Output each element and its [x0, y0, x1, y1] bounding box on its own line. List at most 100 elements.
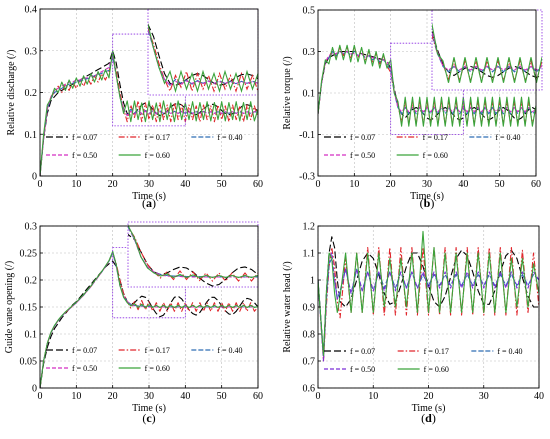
x-tick-label: 60	[531, 179, 541, 190]
inset-series-group	[148, 23, 258, 94]
legend-label: f = 0.07	[72, 133, 97, 142]
y-tick-label: 0.5	[303, 6, 316, 17]
inset-series-line	[148, 26, 258, 86]
y-tick-label: 0	[32, 384, 37, 395]
y-tick-label: 1.2	[303, 222, 316, 233]
panel-label-letter: d	[425, 411, 432, 425]
x-tick-label: 50	[495, 179, 505, 190]
panel-a: 0 10 20 30 40 50 60 0 0.1 0.2 0.3 0.4 Time (s) Relati…	[6, 5, 263, 211]
panel-label-letter: b	[424, 196, 431, 210]
x-tick-label: 60	[253, 391, 263, 402]
panel-label-open: (	[420, 196, 424, 210]
x-axis-label: Time (s)	[132, 191, 166, 202]
y-tick-label: 0.3	[303, 47, 316, 58]
panel-label: (a)	[142, 196, 156, 210]
panel-d: 0 10 20 30 40 0.6 0.7 0.8 0.9 1 1.1 1.2 Time (s) Rela…	[282, 222, 544, 426]
inset-series-line	[148, 24, 258, 94]
y-tick-label: 0.2	[25, 276, 38, 287]
legend-label: f = 0.17	[145, 346, 170, 355]
y-tick-label: 0.8	[303, 330, 316, 341]
y-tick-label: -0.1	[299, 130, 315, 141]
x-tick-label: 10	[349, 179, 359, 190]
x-tick-label: 20	[108, 179, 118, 190]
legend-label: f = 0.07	[350, 133, 375, 142]
legend-label: f = 0.17	[423, 133, 448, 142]
inset-series-line	[128, 224, 258, 279]
x-tick-label: 10	[71, 179, 81, 190]
y-tick-label: 0.05	[20, 357, 38, 368]
x-axis-label: Time (s)	[410, 191, 444, 202]
x-tick-label: 30	[144, 391, 154, 402]
x-tick-label: 50	[217, 391, 227, 402]
x-axis-label: Time (s)	[412, 403, 446, 414]
x-tick-label: 0	[316, 179, 321, 190]
legend-label: f = 0.17	[424, 347, 449, 356]
legend-label: f = 0.40	[495, 133, 520, 142]
panel-label-close: )	[430, 196, 434, 210]
panel-label-open: (	[421, 411, 425, 425]
legend-label: f = 0.40	[497, 347, 522, 356]
legend: f = 0.07 f = 0.17 f = 0.40 f = 0.50 f = 0.60	[46, 133, 243, 160]
series-group	[318, 44, 536, 127]
series-group	[40, 50, 258, 176]
panel-label-letter: a	[146, 196, 152, 210]
y-tick-label: -0.3	[299, 172, 315, 183]
x-axis-label: Time (s)	[132, 403, 166, 414]
x-tick-label: 30	[144, 179, 154, 190]
x-tick-label: 30	[479, 391, 489, 402]
y-tick-label: 0.3	[25, 222, 38, 233]
y-tick-label: 0.4	[25, 5, 38, 16]
y-axis-label: Relative torque (/)	[282, 56, 293, 129]
x-tick-label: 0	[38, 179, 43, 190]
legend-label: f = 0.40	[217, 133, 242, 142]
x-tick-label: 20	[424, 391, 434, 402]
inset-series-line	[128, 224, 258, 278]
y-tick-label: 0	[32, 172, 37, 183]
legend-label: f = 0.50	[72, 364, 97, 373]
series-line-f-0-60	[318, 230, 539, 357]
inset-series-line	[432, 23, 542, 83]
x-tick-label: 10	[71, 391, 81, 402]
panel-b: 0 10 20 30 40 50 60 -0.3 -0.1 0.1 0.3 0.5 Time (s) Re…	[282, 6, 543, 210]
x-tick-label: 0	[316, 391, 321, 402]
series-line-f-0-40	[318, 50, 536, 115]
y-tick-label: 0.1	[303, 89, 316, 100]
panel-label-close: )	[152, 196, 156, 210]
inset-series-line	[128, 226, 258, 282]
y-tick-label: 0.9	[303, 303, 316, 314]
inset-series-group	[128, 224, 258, 287]
inset-series-line	[148, 23, 258, 86]
y-tick-label: 0.7	[303, 357, 316, 368]
series-line-f-0-07	[40, 50, 258, 176]
inset-series-line	[432, 31, 542, 71]
y-axis-label: Relative water head (/)	[282, 261, 293, 352]
y-axis-label: Guide vane opening (/)	[4, 261, 15, 353]
x-tick-label: 40	[458, 179, 468, 190]
y-tick-label: 0.6	[303, 384, 316, 395]
series-line-f-0-60	[40, 50, 258, 176]
x-tick-label: 40	[180, 391, 190, 402]
legend-label: f = 0.17	[145, 133, 170, 142]
legend-label: f = 0.60	[423, 151, 448, 160]
legend-label: f = 0.07	[72, 346, 97, 355]
y-tick-label: 0.25	[20, 249, 38, 260]
inset-series-line	[148, 26, 258, 94]
x-tick-label: 40	[534, 391, 544, 402]
series-line-f-0-60	[40, 250, 258, 388]
legend: f = 0.07 f = 0.17 f = 0.40 f = 0.50 f = 0.60	[46, 346, 243, 373]
panel-label: (d)	[421, 411, 436, 425]
x-tick-label: 20	[386, 179, 396, 190]
x-tick-label: 30	[422, 179, 432, 190]
series-line-f-0-60	[318, 44, 536, 127]
legend-label: f = 0.60	[145, 364, 170, 373]
series-group	[318, 230, 539, 362]
panel-label: (b)	[420, 196, 435, 210]
y-axis-label: Relative discharge (/)	[6, 50, 17, 136]
legend-label: f = 0.60	[145, 151, 170, 160]
panel-label: (c)	[142, 411, 155, 425]
x-tick-label: 40	[180, 179, 190, 190]
y-tick-label: 0.1	[25, 130, 38, 141]
legend-label: f = 0.07	[350, 347, 375, 356]
x-tick-label: 50	[217, 179, 227, 190]
